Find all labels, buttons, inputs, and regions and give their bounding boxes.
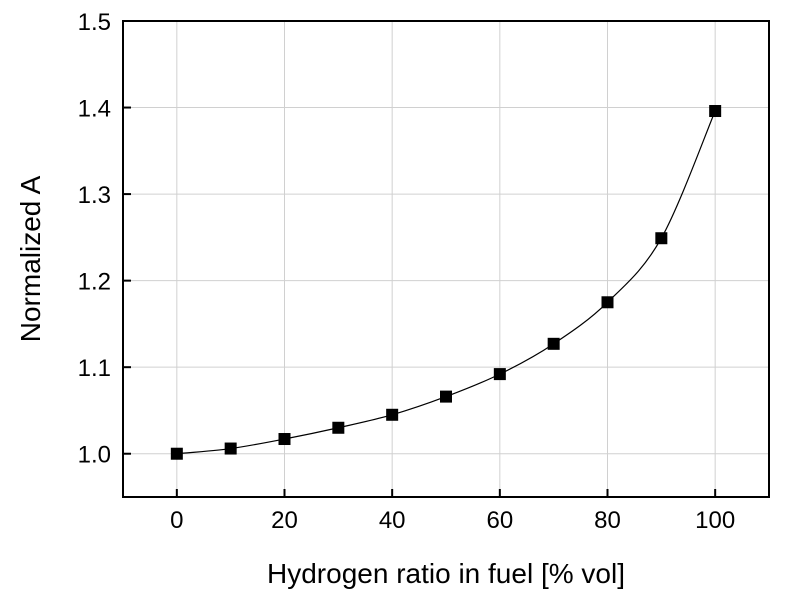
- data-point-marker: [709, 105, 722, 118]
- data-point-marker: [440, 390, 452, 403]
- plot-frame: [122, 20, 770, 498]
- series-layer: [170, 105, 722, 460]
- data-point-marker: [170, 447, 183, 460]
- y-tick-label: 1.2: [78, 269, 111, 296]
- y-tick-label: 1.5: [78, 9, 111, 36]
- axis-ticks: [123, 20, 717, 497]
- x-tick-label: 20: [271, 507, 298, 534]
- data-point-marker: [547, 337, 560, 350]
- x-tick-label: 80: [594, 507, 621, 534]
- data-point-marker: [224, 442, 237, 455]
- y-tick-label: 1.1: [78, 355, 111, 382]
- y-tick-label: 1.4: [78, 96, 111, 123]
- grid-lines: [123, 20, 769, 497]
- x-tick-label: 0: [170, 507, 183, 534]
- data-point-marker: [601, 296, 614, 309]
- tick-labels: 0 20 40 60 80 100 1.0 1.1 1.2 1.3 1.4 1.5: [78, 9, 736, 534]
- data-point-marker: [332, 421, 345, 434]
- y-tick-label: 1.0: [78, 442, 111, 469]
- data-point-marker: [655, 232, 668, 245]
- y-tick-label: 1.3: [78, 182, 111, 209]
- x-tick-label: 40: [379, 507, 406, 534]
- x-axis-title: Hydrogen ratio in fuel [% vol]: [267, 558, 625, 589]
- series-line: [176, 110, 716, 455]
- data-point-marker: [278, 433, 291, 446]
- data-point-marker: [493, 368, 506, 381]
- x-tick-label: 100: [695, 507, 735, 534]
- x-tick-label: 60: [486, 507, 513, 534]
- y-axis-title: Normalized A: [15, 175, 46, 342]
- data-point-marker: [386, 408, 399, 421]
